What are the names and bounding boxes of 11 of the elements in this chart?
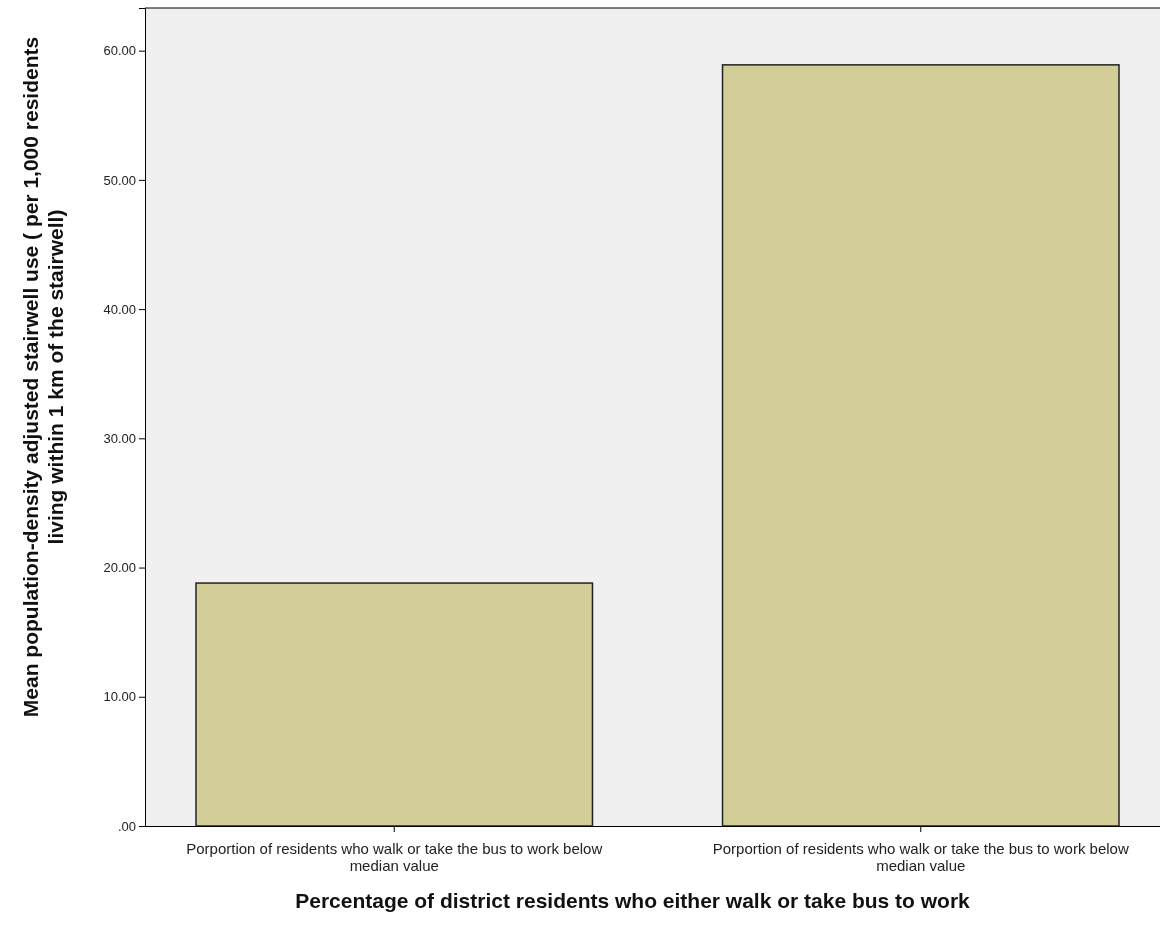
x-tick-label: Porportion of residents who walk or take the bus to work below median value: [712, 840, 1129, 874]
y-tick-label: .00: [117, 818, 136, 834]
x-axis-title: Percentage of district residents who either walk or take bus to work: [295, 889, 971, 912]
y-tick-label: 10.00: [103, 689, 136, 705]
y-tick-label: 40.00: [103, 301, 136, 317]
y-tick-label: 60.00: [103, 43, 136, 59]
y-tick-label: 50.00: [103, 172, 136, 188]
y-tick-label: 20.00: [103, 560, 136, 576]
x-tick-label: Porportion of residents who walk or take the bus to work below median value: [186, 840, 603, 874]
y-tick-label: 30.00: [103, 430, 136, 446]
y-axis-title: Mean population-density adjusted stairwell use ( per 1,000 residents living within 1 km of the stairwell): [19, 36, 67, 718]
